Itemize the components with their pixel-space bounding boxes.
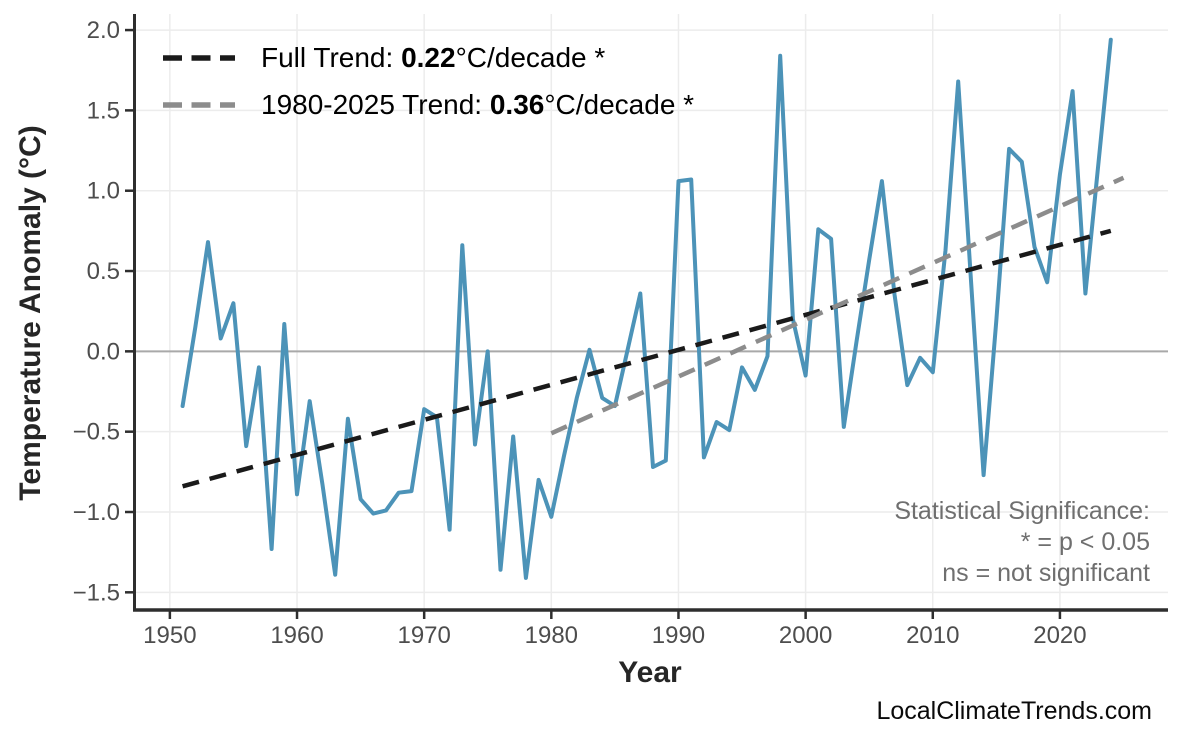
y-tick-label: −1.0 [73,499,120,526]
recent-trend-line [550,175,1125,436]
significance-note: Statistical Significance: * = p < 0.05 n… [894,496,1150,589]
y-tick-label: 2.0 [87,17,120,44]
temperature-anomaly-line [180,37,1113,580]
x-tick-label: 1980 [525,622,578,649]
y-axis-title: Temperature Anomaly (°C) [14,125,47,501]
significance-note-title: Statistical Significance: [894,497,1150,525]
y-tick-label: −1.5 [73,579,120,606]
x-tick-label: 2020 [1033,622,1086,649]
significance-note-ns: ns = not significant [942,559,1150,587]
legend-recent-trend-prefix: 1980-2025 Trend: [261,88,490,120]
legend-full-trend-value: 0.22 [401,41,456,73]
legend-item-recent-trend: 1980-2025 Trend: 0.36°C/decade * [163,81,694,128]
x-axis-title: Year [618,656,682,689]
x-tick-label: 1970 [397,622,450,649]
watermark-text: LocalClimateTrends.com [876,697,1152,725]
legend-item-full-trend: Full Trend: 0.22°C/decade * [163,34,694,81]
y-tick-label: 0.0 [87,338,120,365]
black-dashed-line-key [163,54,235,61]
legend-recent-trend-value: 0.36 [489,88,545,120]
y-tick-label: 1.0 [87,178,120,205]
x-tick-label: 1950 [143,622,196,649]
y-tick-label: 0.5 [87,258,120,285]
x-tick-label: 1990 [652,622,705,649]
x-tick-label: 2010 [906,622,959,649]
full-trend-line [181,228,1112,489]
legend-full-trend-suffix: °C/decade * [455,41,606,73]
significance-note-star: * = p < 0.05 [1020,528,1150,556]
x-tick-label: 2000 [779,622,832,649]
legend-full-trend-label: Full Trend: 0.22°C/decade * [261,42,605,74]
x-tick-label: 1960 [270,622,323,649]
legend-full-trend-prefix: Full Trend: [261,41,402,73]
legend-recent-trend-label: 1980-2025 Trend: 0.36°C/decade * [261,89,694,121]
gray-dashed-line-key [163,101,235,108]
y-tick-label: 1.5 [87,97,120,124]
legend: Full Trend: 0.22°C/decade * 1980-2025 Tr… [163,34,694,128]
legend-recent-trend-suffix: °C/decade * [544,88,695,120]
y-tick-label: −0.5 [73,419,120,446]
